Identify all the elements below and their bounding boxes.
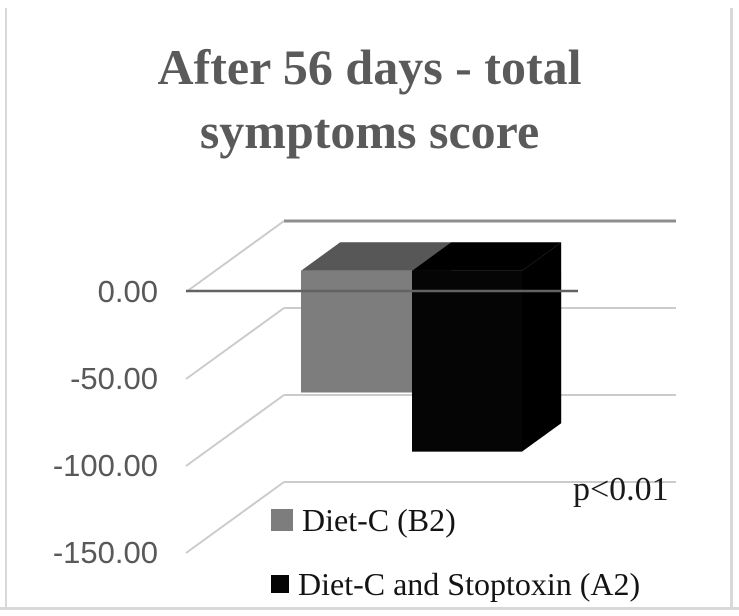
- chart-title-line-2: symptoms score: [199, 103, 540, 159]
- y-tick-label: -150.00: [52, 535, 158, 570]
- legend-item-label: Diet-C (B2): [302, 501, 456, 538]
- panel-border-right: [730, 8, 733, 609]
- gridline-slant: [185, 394, 285, 467]
- gridline-slant: [185, 220, 285, 293]
- y-tick-label: 0.00: [97, 274, 158, 309]
- legend-swatch-icon: [271, 575, 289, 593]
- legend-item-label: Diet-C and Stoptoxin (A2): [298, 565, 641, 602]
- bar-diet-c-and-stoptoxin-a2: [412, 242, 562, 452]
- y-tick-label: -50.00: [70, 361, 158, 396]
- bar-top-face: [412, 242, 562, 271]
- chart-title: After 56 days - total symptoms score: [0, 35, 739, 163]
- gridline-slant: [185, 481, 285, 554]
- bar-side-face: [522, 242, 562, 452]
- bar-front-face: [301, 270, 412, 393]
- legend-swatch-icon: [271, 509, 293, 531]
- y-tick-label: -100.00: [52, 448, 158, 483]
- legend-item-diet-c-and-stoptoxin-a2: Diet-C and Stoptoxin (A2): [271, 564, 640, 604]
- p-value-annotation: p<0.01: [573, 471, 669, 508]
- panel-border-bottom: [0, 607, 739, 610]
- legend-item-diet-c-b2: Diet-C (B2): [271, 500, 456, 540]
- chart-title-line-1: After 56 days - total: [157, 39, 582, 95]
- gridline-slant: [185, 307, 285, 380]
- bar-front-face: [412, 270, 522, 452]
- panel-border-left: [5, 8, 7, 609]
- bar-top-face: [301, 242, 452, 271]
